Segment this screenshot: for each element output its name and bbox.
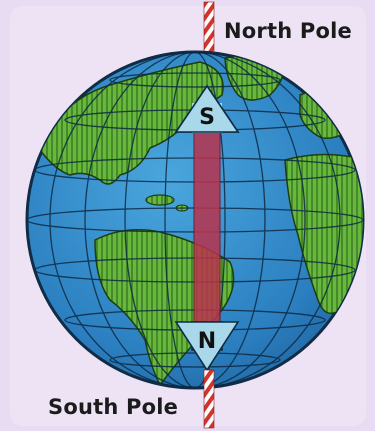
bar-magnet-icon: S N: [174, 84, 240, 372]
north-pole-label: North Pole: [224, 19, 352, 43]
south-pole-label: South Pole: [48, 395, 179, 419]
rotation-axis-bottom: [203, 369, 215, 429]
magnet-south-letter: S: [199, 105, 215, 130]
north-pole-arrow: [174, 321, 240, 372]
magnet-north-letter: N: [198, 329, 216, 354]
